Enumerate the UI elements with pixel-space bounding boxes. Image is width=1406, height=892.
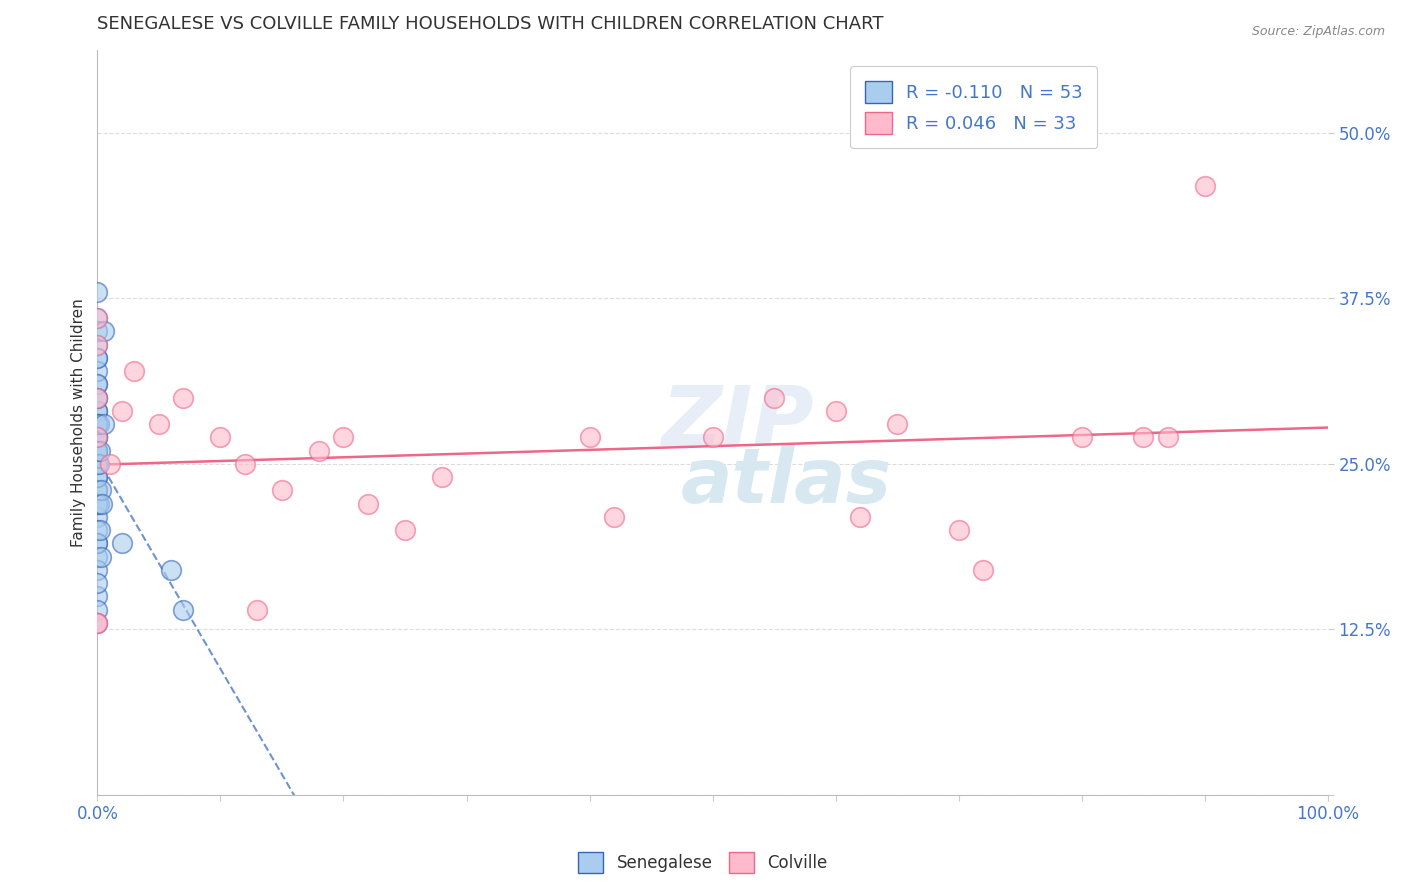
Point [86,497,108,511]
Point [86,324,108,338]
Point [86,563,108,577]
Point [89,443,111,458]
Point [148,417,170,431]
Point [86,417,108,431]
Point [246,602,269,616]
Y-axis label: Family Households with Children: Family Households with Children [72,298,86,547]
Point [86,576,108,591]
Point [86,337,108,351]
Point [1157,430,1180,444]
Point [86,377,108,392]
Point [86,615,108,630]
Point [86,285,108,299]
Point [86,497,108,511]
Point [93,324,115,338]
Point [824,404,846,418]
Point [122,364,145,378]
Point [1194,178,1216,193]
Point [394,523,416,537]
Point [91,497,114,511]
Point [87,457,110,471]
Point [86,523,108,537]
Legend: R = -0.110   N = 53, R = 0.046   N = 33: R = -0.110 N = 53, R = 0.046 N = 33 [851,66,1098,148]
Point [209,430,232,444]
Point [86,311,108,326]
Point [111,404,134,418]
Point [86,430,108,444]
Point [357,497,380,511]
Point [86,391,108,405]
Point [86,549,108,564]
Point [86,602,108,616]
Text: Source: ZipAtlas.com: Source: ZipAtlas.com [1251,25,1385,38]
Point [86,430,108,444]
Point [702,430,724,444]
Point [948,523,970,537]
Point [86,391,108,405]
Point [86,417,108,431]
Point [98,457,121,471]
Point [86,311,108,326]
Point [1132,430,1154,444]
Point [86,364,108,378]
Text: ZIP: ZIP [661,382,814,463]
Point [86,404,108,418]
Point [86,430,108,444]
Point [90,483,112,498]
Point [87,497,110,511]
Point [849,509,872,524]
Point [603,509,626,524]
Point [972,563,994,577]
Point [86,483,108,498]
Point [578,430,600,444]
Point [308,443,330,458]
Point [86,590,108,604]
Legend: Senegalese, Colville: Senegalese, Colville [572,846,834,880]
Point [86,483,108,498]
Point [86,377,108,392]
Point [86,470,108,484]
Point [86,470,108,484]
Point [86,351,108,365]
Point [271,483,294,498]
Point [233,457,256,471]
Point [86,615,108,630]
Point [86,404,108,418]
Point [111,536,134,550]
Point [86,351,108,365]
Point [86,536,108,550]
Point [1070,430,1092,444]
Point [886,417,908,431]
Point [86,337,108,351]
Point [173,602,195,616]
Point [86,615,108,630]
Point [93,417,115,431]
Point [332,430,354,444]
Point [430,470,453,484]
Point [87,417,110,431]
Text: atlas: atlas [681,445,891,519]
Point [763,391,786,405]
Point [86,443,108,458]
Point [86,457,108,471]
Point [86,391,108,405]
Point [160,563,183,577]
Point [89,523,111,537]
Point [86,443,108,458]
Text: SENEGALESE VS COLVILLE FAMILY HOUSEHOLDS WITH CHILDREN CORRELATION CHART: SENEGALESE VS COLVILLE FAMILY HOUSEHOLDS… [97,15,884,33]
Point [86,536,108,550]
Point [90,549,112,564]
Point [173,391,195,405]
Point [86,443,108,458]
Point [86,509,108,524]
Point [86,430,108,444]
Point [86,457,108,471]
Point [86,417,108,431]
